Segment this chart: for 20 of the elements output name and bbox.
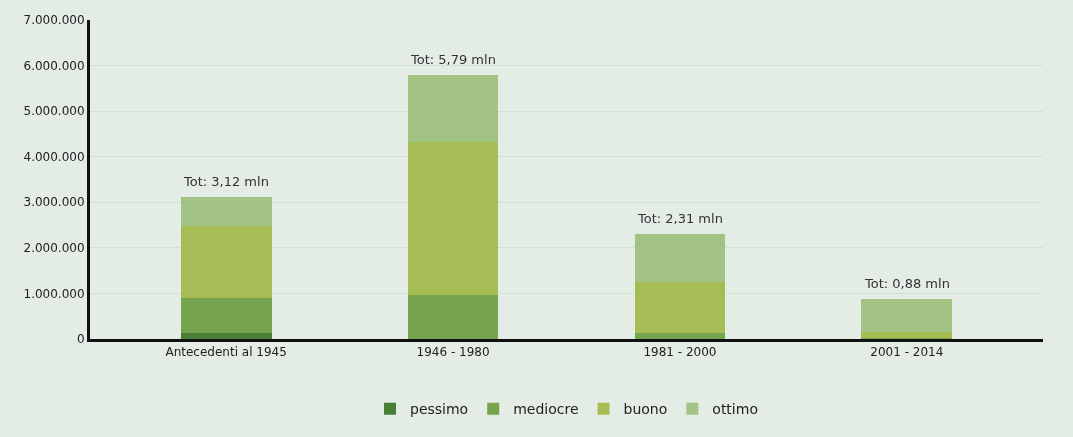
annotation: Tot: 3,12 mln [183,174,269,189]
x-tick-label: 1981 - 2000 [643,345,717,360]
annotation: Tot: 2,31 mln [637,211,723,226]
y-tick-label: 0 [76,332,85,347]
y-tick-label: 3.000.000 [23,195,85,210]
legend-label: ottimo [712,401,758,418]
x-tick-label: 2001 - 2014 [870,345,944,360]
x-tick-label: 1946 - 1980 [416,345,490,360]
y-tick-label: 5.000.000 [23,104,85,119]
legend-label: pessimo [410,401,469,418]
y-tick-label: 7.000.000 [23,13,85,28]
annotation: Tot: 0,88 mln [864,276,950,291]
legend-label: mediocre [513,401,579,418]
y-tick-label: 4.000.000 [23,149,85,164]
x-tick-label: Antecedenti al 1945 [165,345,287,360]
legend-label: buono [623,401,668,418]
y-tick-label: 1.000.000 [23,286,85,301]
y-tick-label: 2.000.000 [23,241,85,256]
y-tick-label: 6.000.000 [23,58,85,73]
annotation: Tot: 5,79 mln [410,52,496,67]
